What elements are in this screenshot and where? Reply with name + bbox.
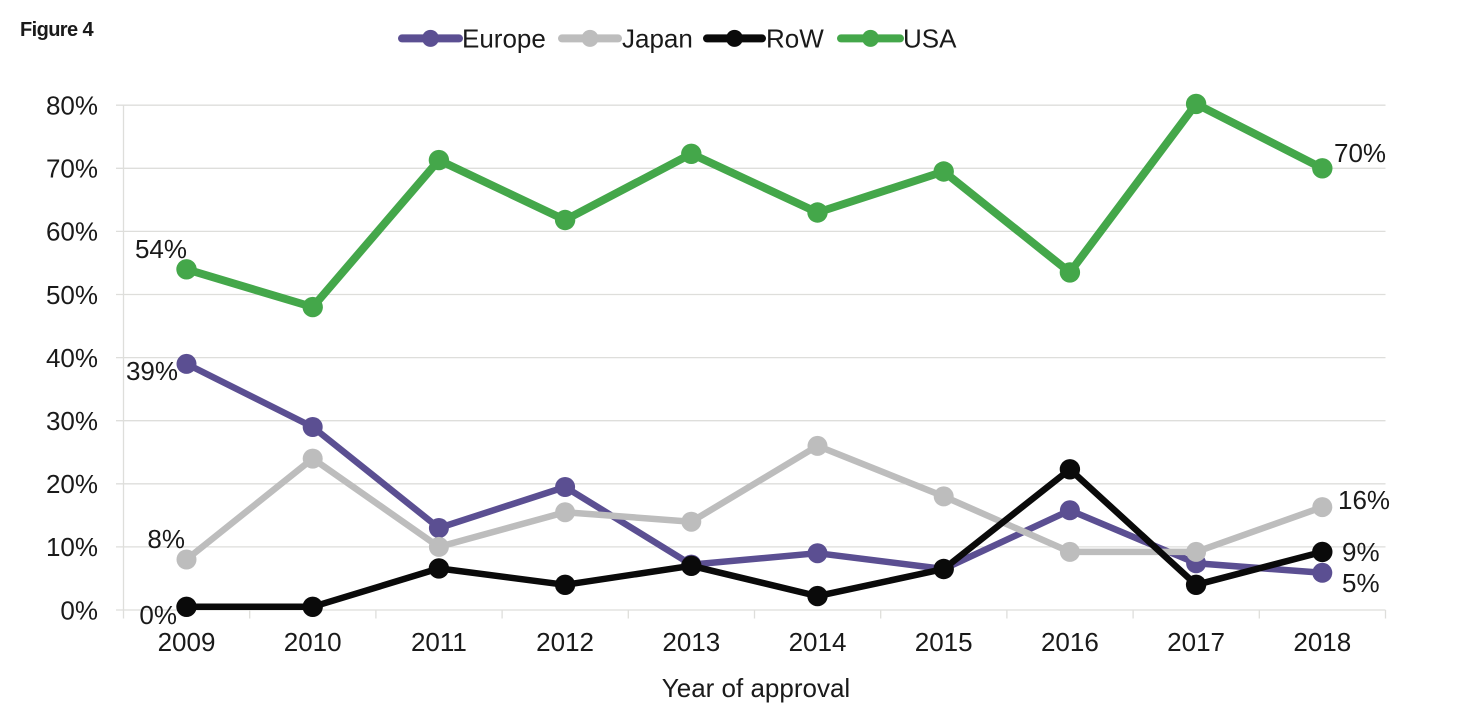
svg-text:Year of approval: Year of approval (662, 673, 850, 703)
svg-text:9%: 9% (1342, 537, 1380, 567)
svg-text:10%: 10% (46, 532, 98, 562)
svg-text:2013: 2013 (662, 627, 720, 657)
svg-text:2015: 2015 (915, 627, 973, 657)
svg-text:2010: 2010 (284, 627, 342, 657)
svg-text:Figure 4: Figure 4 (20, 19, 94, 41)
svg-text:2009: 2009 (158, 627, 216, 657)
svg-text:USA: USA (903, 24, 957, 54)
svg-text:2012: 2012 (536, 627, 594, 657)
svg-text:16%: 16% (1338, 485, 1390, 515)
svg-text:40%: 40% (46, 343, 98, 373)
svg-text:RoW: RoW (766, 24, 824, 54)
svg-text:54%: 54% (135, 234, 187, 264)
svg-text:80%: 80% (46, 91, 98, 121)
svg-text:0%: 0% (139, 600, 177, 630)
svg-text:0%: 0% (60, 595, 98, 625)
svg-text:2014: 2014 (789, 627, 847, 657)
svg-text:20%: 20% (46, 469, 98, 499)
svg-text:5%: 5% (1342, 568, 1380, 598)
svg-text:2011: 2011 (411, 627, 467, 657)
svg-text:2018: 2018 (1293, 627, 1351, 657)
svg-text:30%: 30% (46, 406, 98, 436)
svg-text:Europe: Europe (462, 24, 546, 54)
svg-text:70%: 70% (46, 154, 98, 184)
svg-text:2016: 2016 (1041, 627, 1099, 657)
svg-text:60%: 60% (46, 217, 98, 247)
svg-text:39%: 39% (126, 356, 178, 386)
svg-text:70%: 70% (1334, 138, 1386, 168)
svg-text:Japan: Japan (622, 24, 693, 54)
svg-text:2017: 2017 (1167, 627, 1225, 657)
svg-text:8%: 8% (147, 524, 185, 554)
svg-text:50%: 50% (46, 280, 98, 310)
